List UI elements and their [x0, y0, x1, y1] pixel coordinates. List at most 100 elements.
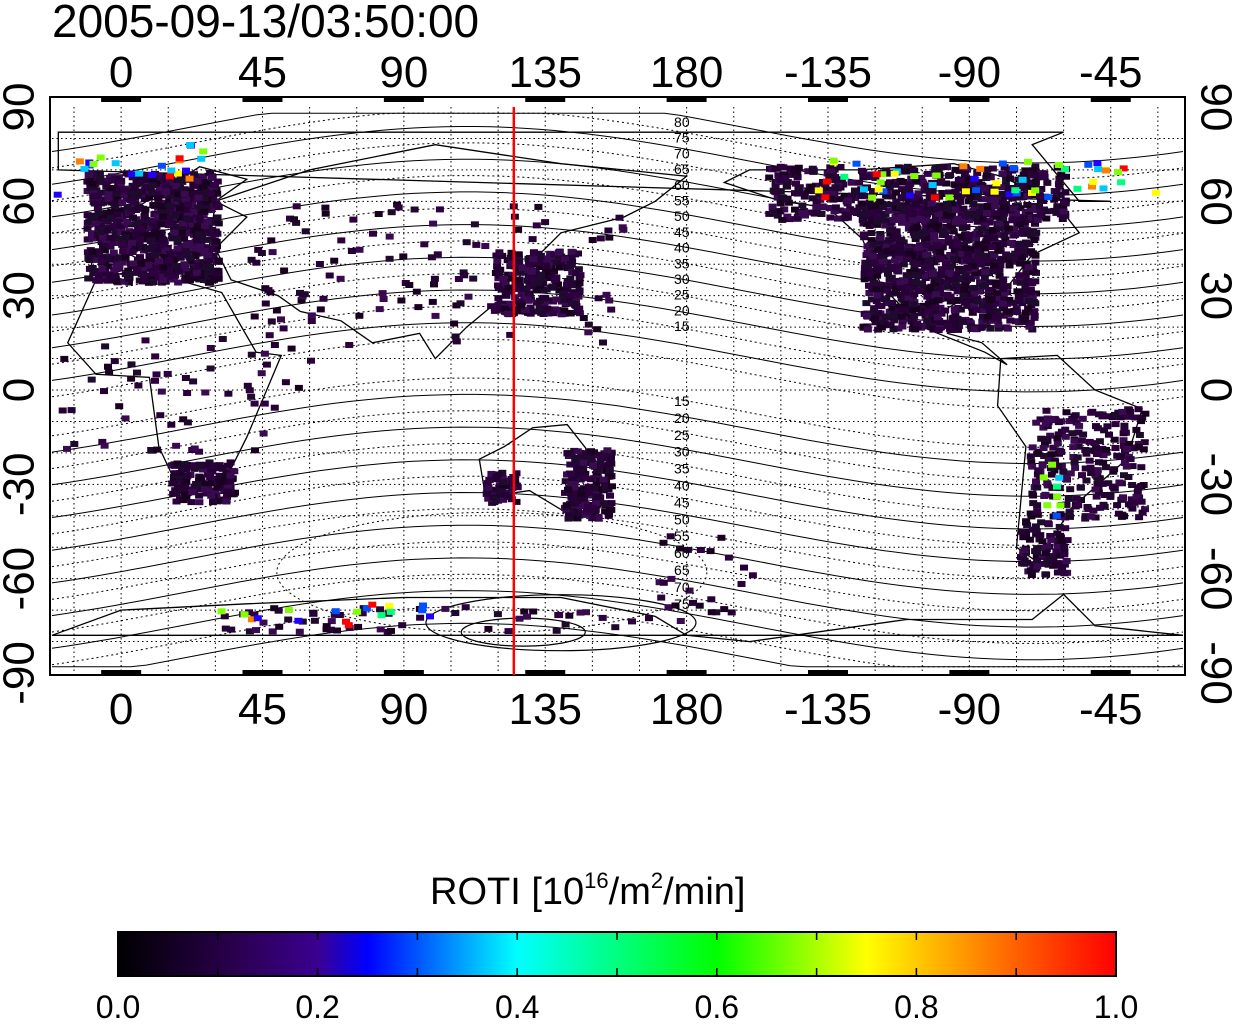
roti-cell — [125, 271, 134, 277]
roti-cell — [504, 307, 512, 314]
roti-cell — [576, 272, 585, 279]
roti-cell — [1004, 309, 1013, 315]
roti-cell — [1043, 482, 1052, 489]
roti-cell — [593, 326, 602, 333]
roti-cell — [941, 254, 950, 261]
roti-cell — [891, 288, 900, 295]
roti-cell — [532, 287, 541, 294]
roti-cell — [187, 499, 196, 506]
roti-cell — [707, 609, 716, 616]
roti-cell — [527, 268, 536, 275]
roti-cell — [884, 201, 893, 208]
roti-cell — [267, 237, 276, 244]
roti-cell — [994, 231, 1003, 238]
roti-cell — [1059, 203, 1068, 210]
roti-cell — [945, 269, 954, 276]
contour-line — [51, 112, 1184, 180]
roti-cell — [886, 222, 894, 229]
roti-cell — [999, 241, 1008, 248]
roti-cell — [118, 215, 127, 222]
roti-cell — [155, 257, 163, 264]
roti-cell — [121, 234, 130, 241]
roti-cell — [575, 287, 584, 294]
roti-cell — [882, 321, 891, 328]
lon-tick-mark — [525, 670, 566, 675]
roti-cell — [596, 235, 605, 242]
roti-cell — [895, 247, 904, 254]
roti-cell — [109, 222, 118, 229]
roti-cell — [99, 199, 108, 206]
roti-cell — [112, 278, 121, 285]
roti-cell — [1013, 309, 1022, 316]
roti-cell — [882, 266, 891, 273]
roti-cell — [607, 500, 616, 507]
roti-cell — [503, 493, 512, 500]
roti-cell — [86, 218, 94, 225]
roti-cell — [1060, 570, 1069, 577]
roti-cell — [561, 621, 570, 628]
roti-cell — [200, 195, 209, 202]
roti-cell — [534, 203, 543, 210]
roti-cell — [900, 191, 909, 198]
lon-tick-bottom: -90 — [938, 685, 1002, 734]
roti-cell — [973, 194, 982, 201]
roti-cell — [1094, 459, 1103, 466]
roti-cell — [1018, 191, 1027, 198]
roti-cell — [190, 465, 199, 472]
roti-cell — [563, 281, 572, 288]
contour-line — [51, 475, 1184, 546]
roti-cell — [971, 270, 980, 276]
roti-cell — [1063, 537, 1072, 544]
roti-cell — [493, 263, 502, 270]
roti-cell — [526, 306, 535, 313]
antarctica-coastline — [51, 593, 1184, 643]
roti-cell — [188, 488, 197, 495]
roti-cell — [119, 248, 128, 255]
roti-cell — [310, 617, 319, 624]
roti-cell — [261, 300, 270, 307]
roti-cell — [933, 222, 942, 229]
roti-cell — [133, 179, 142, 186]
roti-cell — [174, 279, 183, 286]
roti-cell — [944, 172, 953, 179]
roti-cell — [594, 515, 603, 522]
roti-cell — [1002, 251, 1011, 258]
roti-cell — [1087, 470, 1096, 476]
roti-cell — [968, 309, 977, 316]
roti-cell — [863, 326, 872, 333]
roti-cell — [98, 189, 106, 196]
roti-cell — [197, 474, 206, 481]
roti-cell — [300, 291, 309, 298]
roti-cell — [199, 466, 207, 473]
roti-cell — [569, 280, 578, 287]
roti-cell — [1016, 221, 1025, 227]
roti-cell — [923, 170, 932, 177]
roti-cell — [190, 483, 199, 490]
roti-cell — [894, 262, 903, 269]
roti-cell — [523, 294, 532, 301]
roti-cell — [1033, 471, 1042, 478]
roti-cell — [1006, 253, 1015, 260]
roti-cell — [932, 291, 940, 298]
roti-cell — [213, 190, 222, 197]
roti-cell — [104, 215, 113, 222]
roti-cell — [798, 202, 807, 209]
roti-cell — [862, 300, 871, 307]
roti-cell — [1017, 288, 1026, 295]
roti-cell — [111, 230, 120, 237]
roti-cell — [972, 187, 980, 194]
roti-cell — [559, 290, 568, 297]
roti-cell — [1057, 449, 1066, 455]
roti-cell — [1122, 463, 1131, 470]
roti-cell — [195, 231, 204, 238]
roti-cell — [523, 613, 531, 620]
roti-cell — [988, 227, 997, 234]
roti-cell — [518, 298, 527, 305]
roti-cell — [983, 204, 992, 211]
roti-cell — [1016, 275, 1025, 282]
roti-cell — [1055, 523, 1064, 530]
roti-cell — [175, 177, 184, 184]
roti-cell — [859, 174, 868, 181]
roti-cell — [397, 297, 406, 304]
roti-cell — [307, 318, 316, 324]
